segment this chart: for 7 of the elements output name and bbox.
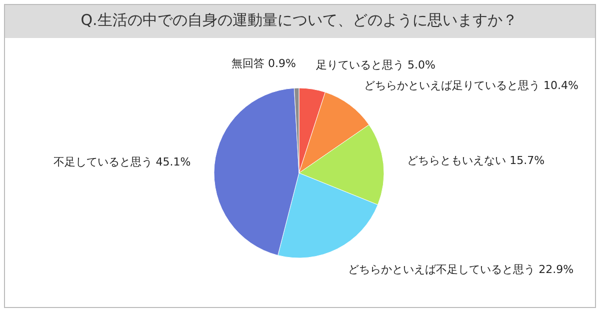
- slice-label: どちらともいえない 15.7%: [407, 154, 545, 168]
- slice-label: どちらかといえば足りていると思う 10.4%: [364, 78, 579, 92]
- slice-label: 足りていると思う 5.0%: [316, 58, 436, 72]
- chart-title: Q.生活の中での自身の運動量について、どのように思いますか？: [80, 11, 518, 29]
- slice-label: 不足していると思う 45.1%: [53, 155, 191, 168]
- slice-label: 無回答 0.9%: [231, 57, 296, 70]
- slice-label: どちらかといえば不足していると思う 22.9%: [348, 263, 574, 276]
